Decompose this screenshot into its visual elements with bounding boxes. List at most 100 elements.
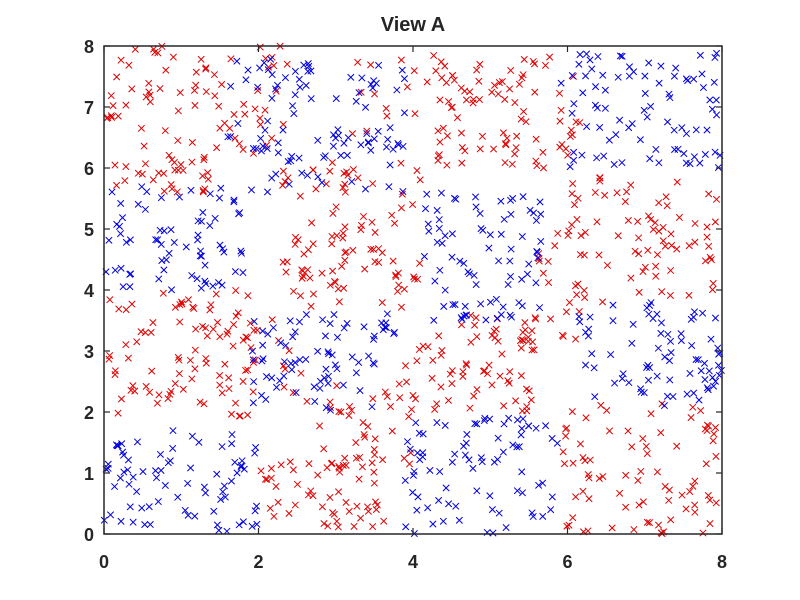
data-point-series-1 bbox=[647, 215, 655, 224]
data-point-series-2 bbox=[228, 430, 236, 439]
data-point-series-2 bbox=[414, 493, 422, 501]
data-point-series-2 bbox=[686, 369, 694, 377]
data-point-series-1 bbox=[242, 366, 250, 374]
data-point-series-2 bbox=[699, 84, 708, 92]
data-point-series-2 bbox=[441, 286, 449, 294]
data-point-series-2 bbox=[357, 141, 365, 149]
data-point-series-2 bbox=[237, 247, 245, 255]
data-point-series-2 bbox=[534, 254, 542, 262]
data-point-series-1 bbox=[435, 332, 443, 340]
data-point-series-2 bbox=[316, 384, 324, 392]
data-point-series-1 bbox=[250, 326, 258, 334]
data-point-series-1 bbox=[539, 164, 548, 172]
data-point-series-2 bbox=[340, 324, 348, 332]
data-point-series-1 bbox=[347, 406, 356, 414]
data-point-series-1 bbox=[291, 501, 299, 509]
data-point-series-2 bbox=[167, 226, 175, 234]
data-point-series-1 bbox=[256, 114, 264, 122]
data-point-series-1 bbox=[188, 138, 196, 146]
data-point-series-2 bbox=[539, 479, 547, 487]
data-point-series-1 bbox=[423, 78, 431, 86]
data-point-series-1 bbox=[149, 176, 157, 184]
data-point-series-1 bbox=[473, 386, 481, 394]
data-point-series-1 bbox=[320, 445, 328, 453]
data-point-series-1 bbox=[178, 300, 186, 308]
data-point-series-2 bbox=[104, 460, 112, 468]
data-point-series-1 bbox=[107, 112, 115, 120]
data-point-series-2 bbox=[618, 52, 626, 60]
data-point-series-1 bbox=[332, 203, 340, 211]
data-point-series-1 bbox=[701, 425, 709, 433]
data-point-series-2 bbox=[581, 361, 590, 369]
data-point-series-2 bbox=[513, 443, 521, 451]
data-point-series-1 bbox=[712, 452, 720, 460]
data-point-series-1 bbox=[203, 332, 211, 340]
data-point-series-2 bbox=[637, 385, 645, 393]
data-point-series-1 bbox=[673, 178, 681, 186]
data-point-series-1 bbox=[164, 395, 172, 403]
data-point-series-1 bbox=[146, 388, 154, 396]
data-point-series-1 bbox=[685, 291, 693, 299]
data-point-series-2 bbox=[339, 381, 347, 389]
data-point-series-1 bbox=[517, 344, 525, 352]
data-point-series-1 bbox=[411, 395, 420, 403]
data-point-series-2 bbox=[657, 329, 665, 337]
data-point-series-2 bbox=[628, 339, 636, 347]
data-point-series-1 bbox=[596, 177, 604, 185]
data-point-series-1 bbox=[395, 281, 403, 289]
data-point-series-1 bbox=[231, 399, 240, 407]
data-point-series-1 bbox=[266, 504, 274, 512]
data-point-series-1 bbox=[329, 209, 337, 217]
data-point-series-1 bbox=[111, 161, 119, 169]
data-point-series-2 bbox=[666, 376, 674, 384]
data-point-series-2 bbox=[162, 256, 170, 264]
data-point-series-1 bbox=[246, 319, 254, 327]
data-point-series-2 bbox=[568, 71, 576, 80]
data-point-series-2 bbox=[711, 148, 719, 156]
data-point-series-2 bbox=[440, 302, 448, 310]
data-point-series-1 bbox=[128, 85, 136, 93]
data-point-series-1 bbox=[345, 403, 354, 411]
data-point-series-2 bbox=[480, 417, 488, 425]
data-point-series-2 bbox=[343, 319, 351, 327]
data-point-series-1 bbox=[227, 410, 236, 418]
data-point-series-2 bbox=[406, 445, 414, 453]
data-point-series-2 bbox=[264, 66, 272, 74]
data-point-series-2 bbox=[448, 253, 456, 261]
data-point-series-1 bbox=[667, 516, 675, 524]
data-point-series-2 bbox=[576, 50, 584, 59]
data-point-series-2 bbox=[588, 65, 596, 73]
data-point-series-1 bbox=[397, 159, 405, 167]
data-point-series-2 bbox=[476, 209, 484, 218]
data-point-series-2 bbox=[111, 482, 119, 491]
data-point-series-1 bbox=[551, 242, 559, 250]
data-point-series-1 bbox=[125, 61, 133, 69]
data-point-series-2 bbox=[290, 109, 298, 118]
data-point-series-1 bbox=[494, 90, 502, 98]
data-point-series-1 bbox=[515, 80, 523, 88]
data-point-series-2 bbox=[310, 383, 318, 391]
data-point-series-2 bbox=[570, 156, 578, 164]
data-point-series-1 bbox=[349, 166, 357, 174]
data-point-series-1 bbox=[175, 356, 183, 364]
data-point-series-1 bbox=[708, 286, 717, 294]
data-point-series-2 bbox=[314, 173, 322, 181]
data-point-series-1 bbox=[200, 153, 208, 161]
data-point-series-2 bbox=[646, 155, 654, 163]
data-point-series-2 bbox=[674, 145, 682, 153]
data-point-series-2 bbox=[125, 480, 133, 488]
data-point-series-2 bbox=[124, 466, 132, 474]
data-point-series-1 bbox=[263, 475, 271, 483]
data-point-series-2 bbox=[295, 154, 303, 162]
data-point-series-2 bbox=[257, 134, 265, 143]
data-point-series-1 bbox=[215, 102, 223, 110]
data-point-series-1 bbox=[341, 249, 349, 257]
data-point-series-1 bbox=[599, 298, 607, 306]
data-point-series-2 bbox=[398, 66, 406, 74]
data-point-series-1 bbox=[191, 101, 199, 109]
data-point-series-2 bbox=[337, 151, 345, 159]
data-point-series-2 bbox=[269, 324, 277, 332]
data-point-series-2 bbox=[158, 257, 166, 265]
data-point-series-2 bbox=[426, 466, 434, 474]
data-point-series-1 bbox=[532, 157, 540, 165]
